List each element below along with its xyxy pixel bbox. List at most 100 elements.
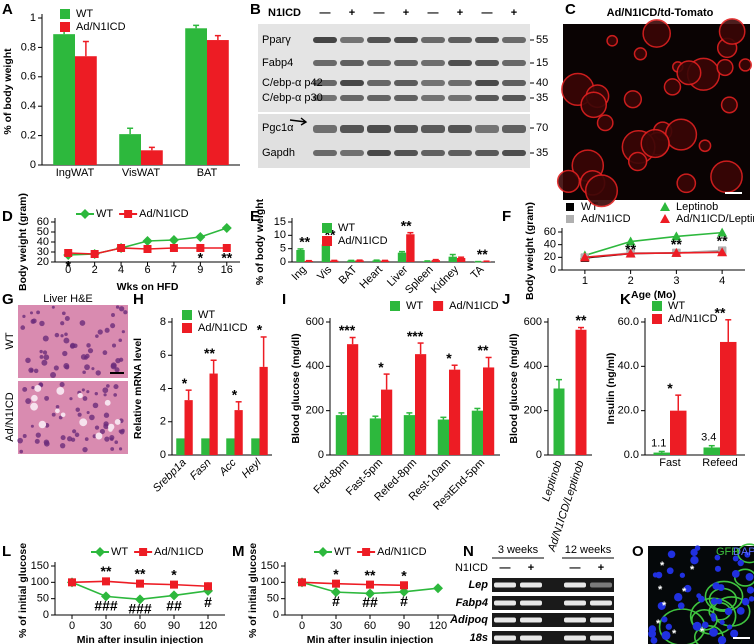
protein-label: Fabp4 — [262, 57, 293, 69]
significance: * — [378, 359, 384, 375]
y-tick-label: 400 — [524, 360, 542, 372]
nucleus — [60, 321, 65, 326]
nucleus — [692, 621, 702, 631]
nucleus — [29, 311, 33, 315]
x-tick-label: 7 — [171, 264, 177, 276]
x-tick-label: Fast — [659, 457, 680, 469]
legend-label: WT — [96, 208, 113, 220]
nucleus — [118, 338, 123, 343]
marker — [365, 588, 375, 599]
bar — [251, 438, 260, 455]
marker — [579, 252, 590, 262]
legend-marker — [139, 548, 148, 556]
legend-marker — [80, 209, 90, 219]
bar — [296, 250, 305, 262]
nucleus — [655, 571, 663, 579]
legend-label: WT — [338, 222, 355, 234]
nucleus — [20, 325, 26, 330]
y-axis-title: % of body weight — [2, 48, 14, 135]
blot-band — [313, 37, 337, 43]
significance: ** — [325, 226, 336, 242]
nucleus — [64, 332, 68, 337]
nucleus — [690, 556, 699, 565]
image-title: Ad/N1ICD/td-Tomato — [607, 7, 714, 19]
cell — [710, 160, 743, 194]
nucleus — [51, 412, 56, 417]
cell — [676, 173, 697, 194]
vacuole — [60, 412, 66, 418]
vacuole — [34, 385, 42, 392]
nucleus — [748, 596, 754, 602]
marker — [221, 223, 232, 233]
legend-swatch — [60, 9, 70, 19]
panel-label: D — [2, 208, 13, 225]
nucleus — [724, 607, 733, 616]
significance: ** — [401, 217, 412, 233]
y-axis-title: % of initial glucose — [247, 543, 259, 638]
gel-strip — [492, 596, 614, 610]
significance: * — [257, 322, 263, 338]
y-tick-label: 0.6 — [21, 71, 36, 83]
blot-band — [340, 95, 364, 101]
bar — [369, 418, 381, 455]
legend-marker — [362, 548, 371, 556]
blot-band — [448, 80, 472, 86]
nucleus — [123, 310, 128, 315]
blot-band — [421, 37, 445, 43]
bar — [553, 388, 565, 455]
nucleus — [91, 367, 95, 371]
y-tick-label: 50 — [37, 226, 49, 238]
series-line — [584, 251, 723, 259]
bar — [335, 415, 347, 455]
nucleus — [744, 551, 751, 558]
nucleus — [67, 436, 73, 442]
channel-label: DAPI — [733, 546, 754, 558]
panel-label: M — [232, 543, 245, 560]
x-tick-label: 0 — [69, 620, 75, 632]
y-tick-label: 200 — [524, 405, 542, 417]
vacuole — [114, 418, 121, 425]
significance: *** — [407, 328, 424, 344]
blot-band — [475, 95, 499, 101]
nucleus — [89, 414, 95, 421]
nucleus — [94, 391, 98, 396]
y-tick-label: 400 — [306, 360, 324, 372]
bar — [670, 410, 687, 455]
y-tick-label: 0 — [160, 449, 166, 461]
y-tick-label: 100 — [261, 576, 279, 588]
panel-label: F — [502, 208, 511, 225]
nucleus — [103, 412, 110, 418]
series-line — [584, 231, 723, 257]
lane-label: + — [403, 7, 409, 19]
significance: ** — [299, 234, 310, 250]
legend-label: WT — [198, 309, 215, 321]
nucleus — [75, 407, 80, 412]
vacuole — [95, 432, 103, 440]
marker — [671, 247, 682, 257]
y-tick-label: 0.0 — [624, 449, 639, 461]
blot-band — [421, 125, 445, 133]
marker — [136, 579, 144, 588]
panel-label: B — [250, 1, 261, 18]
gel-band — [494, 617, 516, 623]
marker — [717, 247, 728, 257]
nucleus — [114, 367, 120, 373]
treatment-label: N1ICD — [268, 7, 301, 19]
significance: *** — [339, 322, 356, 338]
nucleus — [41, 359, 48, 366]
protein-label: C/ebp-α p42 — [262, 77, 323, 89]
legend-marker — [660, 202, 670, 211]
nucleus — [696, 593, 702, 599]
significance: # — [204, 594, 212, 610]
panel-label: C — [565, 1, 576, 18]
nucleus — [115, 305, 120, 309]
nucleus — [95, 334, 99, 338]
significance: ** — [135, 565, 146, 581]
significance: ** — [101, 563, 112, 579]
significance: ** — [625, 241, 636, 257]
x-tick-label: Refeed — [702, 457, 737, 469]
bar — [720, 341, 737, 455]
blot-band — [475, 60, 499, 66]
significance: # — [400, 593, 408, 609]
